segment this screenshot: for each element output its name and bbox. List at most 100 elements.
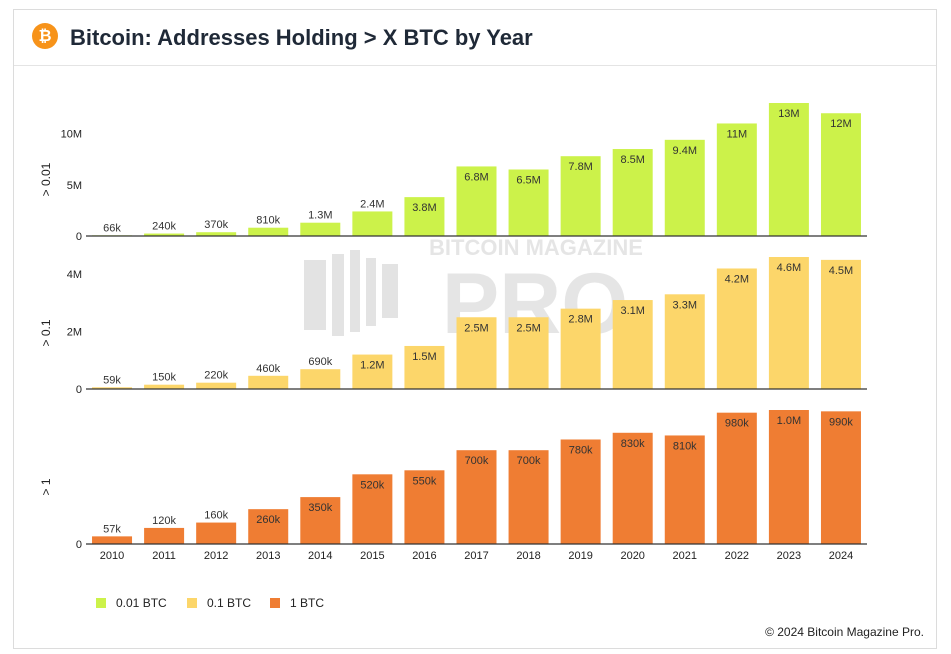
bar — [92, 387, 133, 389]
x-tick-label: 2016 — [412, 550, 436, 562]
bar — [196, 382, 237, 389]
bar — [768, 410, 809, 544]
legend-label: 0.1 BTC — [207, 596, 251, 610]
data-label: 8.5M — [620, 154, 644, 166]
legend-swatch — [187, 598, 197, 608]
panel-2: > 0.1 0 2M 4M 59k 150k 220k 460k 690k 1.2M 1.5M 2.5… — [39, 257, 867, 396]
bar — [612, 432, 653, 544]
data-label: 350k — [308, 502, 332, 514]
bar — [820, 411, 861, 544]
chart-title: Bitcoin: Addresses Holding > X BTC by Ye… — [70, 25, 533, 50]
data-label: 11M — [727, 128, 748, 140]
x-tick-label: 2013 — [256, 550, 280, 562]
bar — [300, 222, 341, 236]
y-tick-label: 4M — [67, 269, 82, 281]
data-label: 6.5M — [516, 175, 540, 187]
data-label: 9.4M — [673, 145, 697, 157]
bar — [404, 345, 445, 389]
y-axis-label: > 0.01 — [39, 162, 53, 196]
plot-area: > 0.01 0 5M 10M 66k 240k 370k 810k 1.3M 2.4M 3.8M 6… — [39, 103, 867, 562]
bar — [664, 435, 705, 544]
y-tick-label: 2M — [67, 327, 82, 339]
data-label: 2.4M — [360, 198, 384, 210]
data-label: 150k — [152, 372, 176, 384]
data-label: 1.2M — [360, 360, 384, 372]
legend-swatch — [270, 598, 280, 608]
x-tick-label: 2020 — [620, 550, 644, 562]
bar — [820, 259, 861, 389]
bar — [196, 232, 237, 236]
bar — [820, 113, 861, 236]
data-label: 980k — [725, 418, 749, 430]
bar — [456, 166, 497, 236]
bar — [352, 354, 393, 389]
bar — [508, 317, 549, 389]
bar — [456, 450, 497, 544]
x-tick-label: 2015 — [360, 550, 384, 562]
panel-1: > 0.01 0 5M 10M 66k 240k 370k 810k 1.3M 2.4M 3.8M 6… — [39, 103, 867, 243]
bar — [248, 227, 289, 236]
bar — [612, 300, 653, 389]
watermark-line1: BITCOIN MAGAZINE — [429, 235, 643, 260]
bar — [716, 412, 757, 544]
bar — [352, 474, 393, 544]
data-label: 3.1M — [620, 305, 644, 317]
data-label: 830k — [621, 438, 645, 450]
data-label: 4.6M — [777, 262, 801, 274]
x-tick-label: 2022 — [725, 550, 749, 562]
x-tick-label: 2018 — [516, 550, 540, 562]
bar — [144, 527, 185, 544]
bar — [92, 536, 133, 544]
data-label: 4.5M — [829, 265, 853, 277]
bar — [716, 123, 757, 236]
data-label: 700k — [517, 455, 541, 467]
data-label: 780k — [569, 444, 593, 456]
data-label: 220k — [204, 370, 228, 382]
y-tick-label: 0 — [76, 231, 82, 243]
x-tick-label: 2017 — [464, 550, 488, 562]
bar — [560, 439, 601, 544]
data-label: 520k — [360, 479, 384, 491]
x-tick-label: 2012 — [204, 550, 228, 562]
bar — [560, 308, 601, 389]
legend: 0.01 BTC 0.1 BTC 1 BTC — [96, 596, 324, 610]
data-label: 2.5M — [464, 322, 488, 334]
y-axis-label: > 1 — [39, 478, 53, 495]
bar — [300, 369, 341, 389]
data-label: 66k — [103, 222, 121, 234]
copyright-text: © 2024 Bitcoin Magazine Pro. — [765, 625, 924, 639]
bar — [404, 197, 445, 236]
data-label: 57k — [103, 523, 121, 535]
data-label: 3.3M — [673, 299, 697, 311]
data-label: 260k — [256, 514, 280, 526]
data-label: 120k — [152, 515, 176, 527]
y-tick-label: 5M — [67, 180, 82, 192]
bar — [196, 522, 237, 544]
bitcoin-icon: ₿ — [32, 23, 58, 49]
bar — [612, 149, 653, 236]
bar — [144, 384, 185, 389]
bar — [768, 257, 809, 389]
data-label: 3.8M — [412, 202, 436, 214]
x-tick-label: 2021 — [673, 550, 697, 562]
data-label: 1.5M — [412, 351, 436, 363]
data-label: 4.2M — [725, 273, 749, 285]
bar — [768, 103, 809, 236]
data-label: 1.3M — [308, 210, 332, 222]
data-label: 700k — [465, 455, 489, 467]
legend-label: 0.01 BTC — [116, 596, 167, 610]
y-tick-label: 0 — [76, 384, 82, 396]
data-label: 59k — [103, 374, 121, 386]
data-label: 6.8M — [464, 171, 488, 183]
x-tick-label: 2019 — [568, 550, 592, 562]
x-tick-label: 2011 — [152, 550, 176, 562]
watermark-logo-icon — [304, 250, 398, 336]
bar — [248, 509, 289, 544]
y-axis-label: > 0.1 — [39, 319, 53, 346]
data-label: 7.8M — [568, 161, 592, 173]
panel-3: > 1 0 57k 120k 160k 260k 350k 520k 550k 700k 700k 7… — [39, 410, 867, 551]
bar — [248, 375, 289, 389]
data-label: 2.8M — [568, 314, 592, 326]
data-label: 160k — [204, 510, 228, 522]
